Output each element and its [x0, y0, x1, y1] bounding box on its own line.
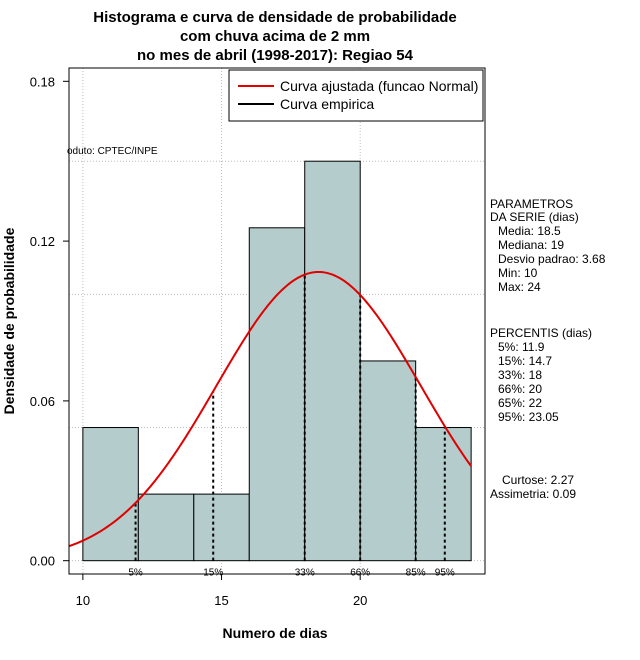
percentile-5: 5%: 11.9 [498, 340, 545, 354]
histogram-bar-0 [82, 427, 139, 562]
percentile-label-0: 5% [128, 568, 143, 579]
source-note: oduto: CPTEC/INPE [67, 146, 158, 157]
percentile-33: 33%: 18 [498, 368, 542, 382]
legend-label-fitted: Curva ajustada (funcao Normal) [280, 78, 478, 94]
legend-box [228, 69, 484, 122]
chart-title-line-2: com chuva acima de 2 mm [180, 28, 370, 45]
histogram-bar-2 [193, 493, 250, 562]
fitted-normal-curve [68, 270, 472, 548]
stat-kurtosis: Curtose: 2.27 [502, 473, 574, 487]
plot-frame [68, 67, 486, 575]
fitted-curve-layer [68, 270, 472, 548]
percentile-95: 95%: 23.05 [498, 410, 559, 424]
parameter-median: Mediana: 19 [498, 238, 564, 252]
percentiles-heading: PERCENTIS (dias) [490, 326, 592, 340]
parameters-panel: PARAMETROS DA SERIE (dias) Media: 18.5 M… [490, 197, 606, 294]
percentile-66: 66%: 20 [498, 382, 542, 396]
x-tick-label-0: 10 [76, 593, 90, 608]
parameter-min: Min: 10 [498, 266, 538, 280]
percentile-lines: 5% 15% 33% 66% 85% 95% [128, 274, 455, 579]
y-axis-title: Densidade de probabilidade [1, 227, 17, 414]
histogram-bar-4 [304, 160, 361, 562]
y-tick-label-1: 0.06 [30, 394, 55, 409]
y-tick-label-3: 0.18 [30, 74, 55, 89]
y-tick-label-0: 0.00 [30, 554, 55, 569]
parameters-heading-1: PARAMETROS [490, 197, 573, 211]
percentiles-panel: PERCENTIS (dias) 5%: 11.9 15%: 14.7 33%:… [490, 326, 592, 424]
chart-title-line-1: Histograma e curva de densidade de proba… [93, 9, 456, 26]
histogram-bar-1 [137, 493, 195, 562]
parameter-mean: Media: 18.5 [498, 224, 561, 238]
histogram-bars [82, 160, 472, 562]
percentile-label-2: 33% [295, 568, 315, 579]
histogram-bar-6 [415, 427, 472, 562]
percentile-label-4: 85% [406, 568, 426, 579]
stat-skewness: Assimetria: 0.09 [490, 487, 576, 501]
parameter-stddev: Desvio padrao: 3.68 [498, 252, 606, 266]
chart-title-line-3: no mes de abril (1998-2017): Regiao 54 [137, 47, 414, 64]
percentile-label-1: 15% [203, 568, 223, 579]
parameter-max: Max: 24 [498, 280, 541, 294]
parameters-heading-2: DA SERIE (dias) [490, 210, 579, 224]
histogram-bar-5 [359, 360, 417, 562]
x-tick-label-1: 15 [214, 593, 228, 608]
percentile-label-3: 66% [350, 568, 370, 579]
legend-label-empirical: Curva empirica [280, 96, 374, 112]
y-tick-label-2: 0.12 [30, 234, 55, 249]
x-axis-title: Numero de dias [222, 625, 327, 641]
percentile-85: 65%: 22 [498, 396, 542, 410]
percentile-15: 15%: 14.7 [498, 354, 552, 368]
y-axis: 0.00 0.06 0.12 0.18 [30, 74, 69, 569]
shape-stats-panel: Curtose: 2.27 Assimetria: 0.09 [490, 473, 576, 501]
legend: Curva ajustada (funcao Normal) Curva emp… [228, 69, 484, 122]
histogram-bar-3 [248, 227, 306, 562]
x-axis: 10 15 20 [76, 574, 367, 608]
x-tick-label-2: 20 [353, 593, 367, 608]
percentile-label-5: 95% [435, 568, 455, 579]
